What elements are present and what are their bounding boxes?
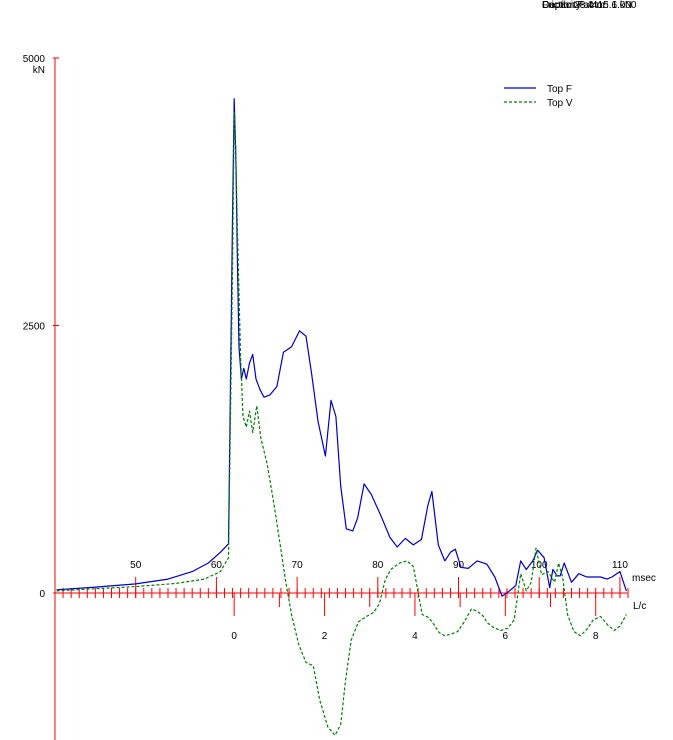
legend-label-top-v: Top V xyxy=(547,98,573,109)
legend: Top F Top V xyxy=(504,84,573,109)
y-axis-tick-label: 2500 xyxy=(23,322,46,333)
msec-tick-label: 70 xyxy=(292,560,304,571)
top-v-line xyxy=(56,110,627,736)
depth-readout: Depth: 28.4 m xyxy=(542,0,605,11)
lc-unit-label: L/c xyxy=(633,601,646,612)
plot-area xyxy=(56,98,627,736)
lc-tick-label: 4 xyxy=(412,631,418,642)
msec-tick-label: 50 xyxy=(130,560,142,571)
top-f-line xyxy=(56,98,627,597)
lc-tick-label: 6 xyxy=(503,631,509,642)
msec-tick-label: 80 xyxy=(372,560,384,571)
lc-tick-label: 0 xyxy=(231,631,237,642)
legend-label-top-f: Top F xyxy=(547,84,572,95)
friction-factor-readout: Friction Factor: 1.000 xyxy=(542,0,637,11)
msec-tick-label: 90 xyxy=(453,560,465,571)
lc-tick-label: 2 xyxy=(322,631,328,642)
y-axis-tick-label: 5000 xyxy=(23,54,46,65)
y-axis-unit-label: kN xyxy=(33,65,45,76)
lc-tick-label: 8 xyxy=(593,631,599,642)
capacity-readout: Capacity: 4415.6 kN xyxy=(542,0,633,11)
msec-tick-label: 110 xyxy=(612,560,628,571)
y-axis-tick-label: 0 xyxy=(39,589,45,600)
msec-tick-label: 60 xyxy=(211,560,223,571)
msec-unit-label: msec xyxy=(632,573,656,584)
